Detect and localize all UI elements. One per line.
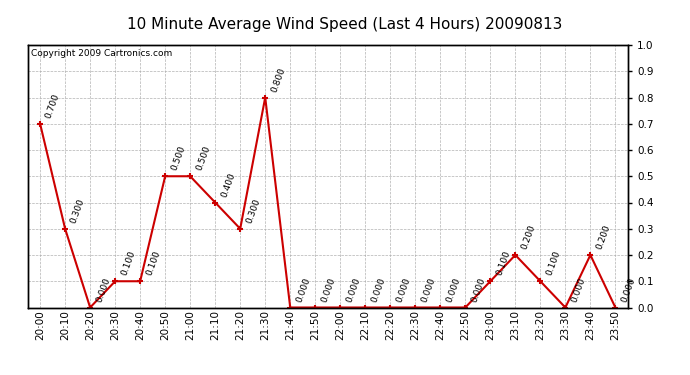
Text: 0.800: 0.800: [269, 66, 286, 93]
Text: 0.000: 0.000: [444, 276, 462, 303]
Text: 0.500: 0.500: [195, 145, 212, 172]
Text: 0.200: 0.200: [595, 224, 612, 251]
Text: 0.000: 0.000: [369, 276, 386, 303]
Text: 0.100: 0.100: [144, 250, 161, 277]
Text: 0.000: 0.000: [395, 276, 412, 303]
Text: 0.000: 0.000: [569, 276, 586, 303]
Text: 10 Minute Average Wind Speed (Last 4 Hours) 20090813: 10 Minute Average Wind Speed (Last 4 Hou…: [128, 17, 562, 32]
Text: 0.300: 0.300: [69, 197, 86, 225]
Text: 0.000: 0.000: [469, 276, 486, 303]
Text: 0.200: 0.200: [520, 224, 537, 251]
Text: 0.300: 0.300: [244, 197, 262, 225]
Text: 0.000: 0.000: [95, 276, 112, 303]
Text: 0.000: 0.000: [620, 276, 637, 303]
Text: 0.400: 0.400: [219, 171, 237, 198]
Text: 0.100: 0.100: [119, 250, 137, 277]
Text: 0.000: 0.000: [295, 276, 312, 303]
Text: 0.000: 0.000: [420, 276, 437, 303]
Text: 0.100: 0.100: [495, 250, 512, 277]
Text: 0.700: 0.700: [44, 92, 61, 120]
Text: 0.100: 0.100: [544, 250, 562, 277]
Text: 0.500: 0.500: [169, 145, 186, 172]
Text: Copyright 2009 Cartronics.com: Copyright 2009 Cartronics.com: [30, 49, 172, 58]
Text: 0.000: 0.000: [344, 276, 362, 303]
Text: 0.000: 0.000: [319, 276, 337, 303]
